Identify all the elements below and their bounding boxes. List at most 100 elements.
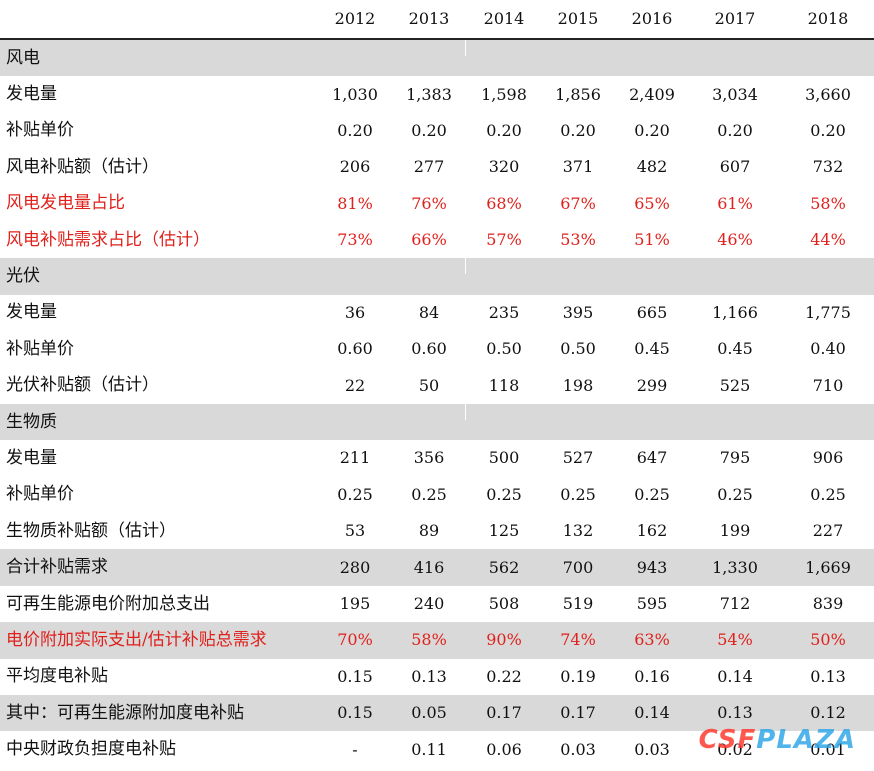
row-label: 生物质补贴额（估计） <box>6 520 176 541</box>
row-label: 其中：可再生能源附加度电补贴 <box>6 702 244 723</box>
section-divider <box>465 40 466 56</box>
table-row: 风电发电量占比 81% 76% 68% 67% 65% 61% 58% <box>0 186 874 222</box>
table-cell: 51% <box>634 230 670 250</box>
table-cell: 0.20 <box>810 120 846 140</box>
row-label: 可再生能源电价附加总支出 <box>6 593 210 614</box>
row-label: 光伏补贴额（估计） <box>6 375 159 396</box>
table-cell: 500 <box>488 448 520 468</box>
section-title: 光伏 <box>6 266 40 287</box>
table-cell: 90% <box>486 630 522 650</box>
table-cell: 906 <box>812 448 844 468</box>
table-cell: 0.25 <box>337 484 373 504</box>
row-label: 风电补贴额（估计） <box>6 156 159 177</box>
table-row: 补贴单价 0.60 0.60 0.50 0.50 0.45 0.45 0.40 <box>0 331 874 367</box>
table-cell: 198 <box>562 375 594 395</box>
table-cell: 0.25 <box>411 484 447 504</box>
table-cell: 299 <box>636 375 668 395</box>
row-label: 补贴单价 <box>6 338 74 359</box>
table-cell: 199 <box>719 521 751 541</box>
table-cell: 607 <box>719 157 751 177</box>
table-row: 补贴单价 0.25 0.25 0.25 0.25 0.25 0.25 0.25 <box>0 477 874 513</box>
table-cell: 647 <box>636 448 668 468</box>
table-cell: 371 <box>562 157 594 177</box>
table-cell: 50% <box>810 630 846 650</box>
table-cell: 0.40 <box>810 339 846 359</box>
row-label: 发电量 <box>6 447 57 468</box>
table-cell: 1,330 <box>712 557 758 577</box>
table-cell: 68% <box>486 193 522 213</box>
table-cell: 2,409 <box>629 84 675 104</box>
table-cell: 81% <box>337 193 373 213</box>
table-row: 光伏补贴额（估计） 22 50 118 198 299 525 710 <box>0 368 874 404</box>
table-cell: 0.06 <box>486 739 522 759</box>
section-title: 生物质 <box>6 411 57 432</box>
section-header-row: 风电 <box>0 40 874 77</box>
table-cell: 84 <box>418 302 440 322</box>
table-cell: - <box>352 739 358 759</box>
table-cell: 0.25 <box>560 484 596 504</box>
table-row: 合计补贴需求 280 416 562 700 943 1,330 1,669 <box>0 549 874 586</box>
table-cell: 67% <box>560 193 596 213</box>
table-cell: 53 <box>344 521 366 541</box>
table-row: 电价附加实际支出/估计补贴总需求 70% 58% 90% 74% 63% 54% 50% <box>0 622 874 659</box>
table-cell: 0.11 <box>411 739 447 759</box>
table-cell: 732 <box>812 157 844 177</box>
table-cell: 58% <box>810 193 846 213</box>
table-cell: 235 <box>488 302 520 322</box>
table-cell: 0.17 <box>560 703 596 723</box>
table-row: 可再生能源电价附加总支出 195 240 508 519 595 712 839 <box>0 586 874 622</box>
table-cell: 562 <box>488 557 520 577</box>
table-cell: 0.03 <box>560 739 596 759</box>
table-cell: 74% <box>560 630 596 650</box>
table-cell: 0.16 <box>634 666 670 686</box>
year-header-2012: 2012 <box>334 9 376 28</box>
section-header-row: 光伏 <box>0 258 874 295</box>
table-cell: 46% <box>717 230 753 250</box>
table-cell: 0.60 <box>411 339 447 359</box>
table-cell: 0.25 <box>717 484 753 504</box>
table-cell: 0.13 <box>411 666 447 686</box>
table-cell: 0.25 <box>634 484 670 504</box>
section-title: 风电 <box>6 47 40 68</box>
table-cell: 395 <box>562 302 594 322</box>
table-cell: 1,030 <box>332 84 378 104</box>
watermark-part2: PLAZA <box>756 725 856 755</box>
table-cell: 1,775 <box>805 302 851 322</box>
table-cell: 525 <box>719 375 751 395</box>
table-cell: 320 <box>488 157 520 177</box>
table-cell: 0.20 <box>717 120 753 140</box>
table-cell: 0.13 <box>717 703 753 723</box>
table-cell: 195 <box>339 594 371 614</box>
year-header-2015: 2015 <box>557 9 599 28</box>
section-header-row: 生物质 <box>0 403 874 441</box>
table-cell: 277 <box>413 157 445 177</box>
table-row: 平均度电补贴 0.15 0.13 0.22 0.19 0.16 0.14 0.13 <box>0 659 874 695</box>
table-cell: 508 <box>488 594 520 614</box>
table-cell: 36 <box>344 302 366 322</box>
table-cell: 53% <box>560 230 596 250</box>
table-cell: 3,034 <box>712 84 758 104</box>
table-cell: 0.15 <box>337 666 373 686</box>
table-cell: 22 <box>344 375 366 395</box>
table-cell: 76% <box>411 193 447 213</box>
table-cell: 206 <box>339 157 371 177</box>
table-cell: 227 <box>812 521 844 541</box>
table-cell: 595 <box>636 594 668 614</box>
table-cell: 0.60 <box>337 339 373 359</box>
table-header-row: 2012 2013 2014 2015 2016 2017 2018 <box>0 0 874 40</box>
table-row: 风电补贴需求占比（估计） 73% 66% 57% 53% 51% 46% 44% <box>0 222 874 258</box>
table-row: 发电量 211 356 500 527 647 795 906 <box>0 440 874 476</box>
table-cell: 0.22 <box>486 666 522 686</box>
table-cell: 0.25 <box>486 484 522 504</box>
table-cell: 89 <box>418 521 440 541</box>
table-cell: 839 <box>812 594 844 614</box>
table-cell: 943 <box>636 557 668 577</box>
table-body: 风电 发电量 1,030 1,383 1,598 1,856 2,409 3,034 3,660… <box>0 40 874 768</box>
table-cell: 240 <box>413 594 445 614</box>
table-cell: 710 <box>812 375 844 395</box>
table-cell: 0.50 <box>486 339 522 359</box>
table-row: 其中：可再生能源附加度电补贴 0.15 0.05 0.17 0.17 0.14 0.13 0.… <box>0 695 874 732</box>
table-cell: 416 <box>413 557 445 577</box>
table-cell: 712 <box>719 594 751 614</box>
